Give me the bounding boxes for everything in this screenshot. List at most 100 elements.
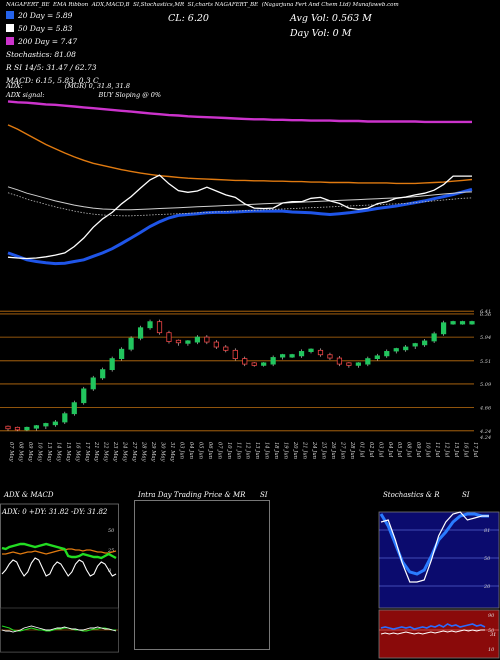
rsi-tick-label: 90 <box>488 613 495 619</box>
candle-body <box>412 343 418 347</box>
legend-label-200: 200 Day = 7.47 <box>18 37 78 46</box>
candle-body <box>81 388 87 404</box>
date-tick-label: 02 Jul <box>368 442 374 458</box>
price-tick-label: 5.09 <box>480 382 492 388</box>
avg-vol-label: Avg Vol: 0.563 M <box>290 13 372 24</box>
candlestick-chart: 6.416.36 5.94 5.51 5.09 4.66 4.244.24 <box>0 309 492 440</box>
intra-panel-title: Intra Day Trading Price & MR <box>138 491 246 499</box>
mrsi-line <box>380 629 485 635</box>
date-tick-label: 05 Jun <box>197 442 203 459</box>
candle-body <box>355 362 361 366</box>
date-tick-label: 10 Jun <box>226 442 232 459</box>
candle-body <box>242 358 248 365</box>
stoch-panel-title: Stochastics & R <box>383 491 440 499</box>
candle-body <box>440 322 447 335</box>
candle-body <box>204 336 210 343</box>
candle-body <box>431 333 437 342</box>
price-tick-label: 4.24 <box>479 429 491 435</box>
ema-line-20-day <box>7 187 473 266</box>
date-tick-label: 10 Jul <box>425 442 431 458</box>
date-axis: 07 May 08 May 09 May 10 May 13 May 14 May 15 M… <box>8 441 478 462</box>
candle-body <box>43 423 49 427</box>
date-tick-label: 11 Jun <box>235 442 241 459</box>
candle-body <box>137 327 144 339</box>
header-seg-5: (Nagarjuna Fert And Chem Ltd) Munafaweb.… <box>261 2 399 8</box>
stoch-panel-title-right: SI <box>462 491 470 499</box>
price-tick-label: 6.36 <box>480 312 492 318</box>
stochastics-line: Stochastics: 81.08 <box>6 50 76 59</box>
date-tick-label: 12 Jul <box>444 442 450 458</box>
date-tick-label: 21 Jun <box>302 441 308 459</box>
date-tick-label: 17 Jul <box>472 442 478 458</box>
candle-body <box>147 321 153 329</box>
adx-values: (MGR) 0, 31.8, 31.8 <box>64 82 130 90</box>
legend-item-50: 50 Day = 5.83 <box>6 22 99 35</box>
stoch-tick-label: 81 <box>484 528 490 534</box>
date-tick-label: 27 Jun <box>339 441 345 459</box>
date-tick-label: 11 Jul <box>434 442 440 458</box>
chart-header: NAGAFERT_BE EMA Ribbon ADX,MACD,B SI,Sto… <box>6 2 496 8</box>
date-tick-label: 05 Jul <box>396 442 402 458</box>
ema-line-100-day <box>7 124 473 185</box>
candle-body <box>232 349 238 359</box>
price-tick-label: 4.24 <box>479 435 491 440</box>
date-tick-label: 15 Jul <box>453 442 459 458</box>
candle-body <box>327 354 333 359</box>
candle-body <box>251 362 257 366</box>
date-tick-label: 10 May <box>36 442 42 462</box>
ema-ribbon-chart <box>7 100 473 266</box>
candle-body <box>261 362 267 366</box>
candle-body <box>384 351 390 357</box>
date-tick-label: 03 Jun <box>178 442 184 459</box>
date-tick-label: 28 May <box>141 441 147 462</box>
adx-signal-value: BUY Sloping @ 0% <box>98 91 162 99</box>
candle-body <box>393 348 399 352</box>
date-tick-label: 26 Jun <box>330 441 336 459</box>
ema-line-close <box>7 174 472 260</box>
candle-body <box>289 354 295 358</box>
candle-body <box>270 357 276 365</box>
date-tick-label: 22 May <box>103 441 109 462</box>
date-tick-label: 09 May <box>27 442 33 462</box>
candle-body <box>5 425 11 430</box>
day-vol-label: Day Vol: 0 M <box>290 28 352 39</box>
rsi-tick-label: 10 <box>488 647 495 653</box>
candle-body <box>90 377 96 390</box>
minus-di-line <box>2 548 117 555</box>
candle-body <box>24 426 30 431</box>
adx-panel-title: ADX & MACD <box>4 491 54 499</box>
date-tick-label: 25 Jun <box>320 441 326 459</box>
date-tick-label: 23 May <box>112 441 118 462</box>
date-tick-label: 24 Jun <box>311 441 317 459</box>
candle-body <box>185 340 191 344</box>
adx-macd-panel: ADX: 0 +DY: 31.82 -DY: 31.82 50 25 0 <box>0 503 119 653</box>
adx-info: ADX: (MGR) 0, 31.8, 31.8 ADX signal: BUY S… <box>6 82 161 100</box>
date-tick-label: 13 Jun <box>254 442 260 459</box>
date-tick-label: 04 Jun <box>188 442 194 459</box>
adx-tick-label: 0 <box>108 568 112 574</box>
candle-body <box>71 402 77 415</box>
date-tick-label: 24 May <box>122 441 128 462</box>
ema-line-50-day <box>7 186 473 211</box>
macd-line <box>1 625 116 632</box>
intraday-panel <box>134 500 270 650</box>
header-seg-4: SI,charts NAGAFERT_BE <box>187 2 259 8</box>
candle-body <box>166 332 172 342</box>
stoch-tick-label: 50 <box>484 556 491 562</box>
legend-swatch-200 <box>6 37 14 45</box>
candle-body <box>450 321 456 325</box>
date-tick-label: 07 Jun <box>216 442 222 459</box>
date-tick-label: 03 Jul <box>377 442 383 458</box>
candle-body <box>422 340 428 346</box>
header-seg-1: EMA Ribbon <box>53 2 89 8</box>
plus-di-line <box>1 542 117 560</box>
date-tick-label: 12 Jun <box>245 442 251 459</box>
candle-body <box>156 321 163 334</box>
date-tick-label: 16 May <box>74 442 80 462</box>
adx-signal-label: ADX signal: <box>6 91 45 99</box>
date-tick-label: 08 Jul <box>406 442 412 458</box>
date-tick-label: 17 May <box>84 442 90 462</box>
adx-tick-label: 50 <box>108 528 115 534</box>
legend-label-50: 50 Day = 5.83 <box>18 24 73 33</box>
date-tick-label: 20 Jun <box>292 441 298 459</box>
